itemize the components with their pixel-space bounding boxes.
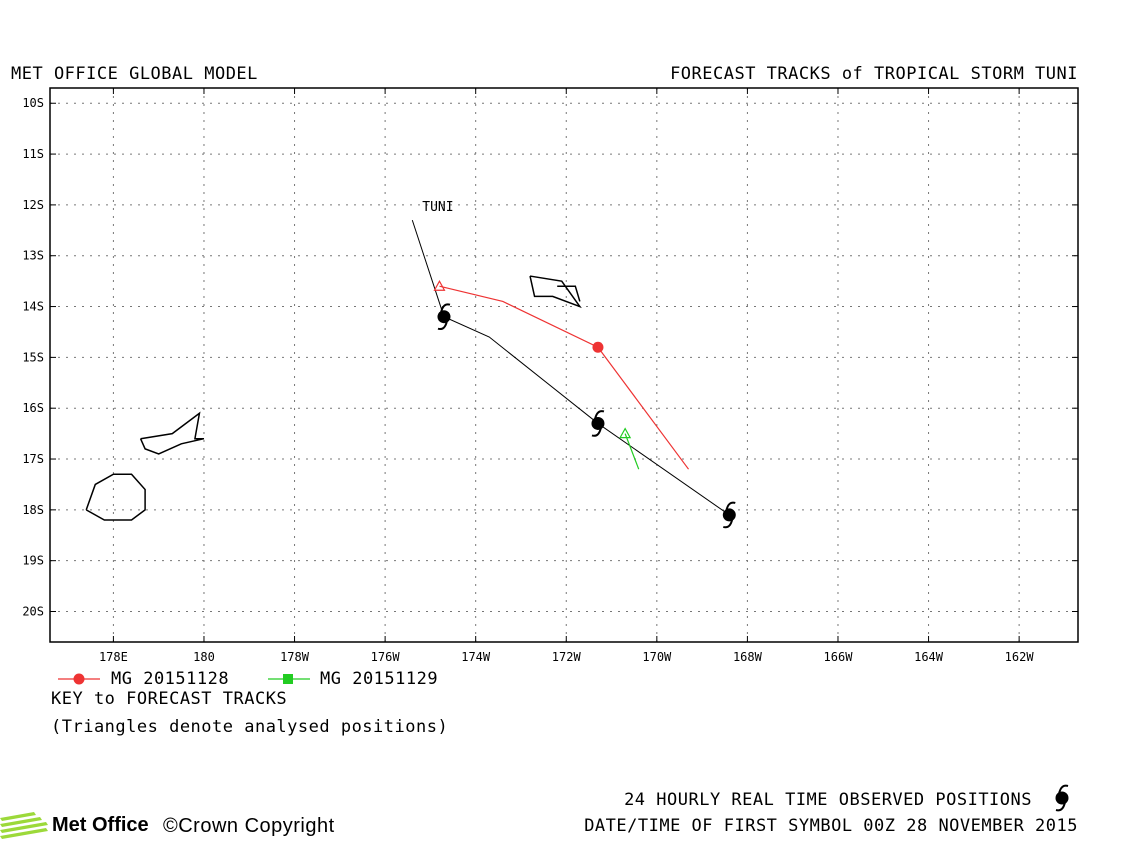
- lon-tick-label: 178W: [280, 650, 310, 664]
- cyclone-arm: [593, 410, 605, 420]
- copyright-notice: ©Crown Copyright: [163, 815, 335, 837]
- lon-tick-label: 178E: [99, 650, 128, 664]
- first-symbol-datetime: DATE/TIME OF FIRST SYMBOL 00Z 28 NOVEMBE…: [584, 816, 1078, 836]
- lat-tick-label: 18S: [22, 503, 44, 517]
- grid-lines: [50, 88, 1078, 642]
- cyclone-arm: [723, 518, 734, 529]
- lon-tick-label: 162W: [1005, 650, 1035, 664]
- lat-tick-label: 19S: [22, 554, 44, 568]
- forecast-track-line-0: [439, 285, 690, 470]
- observed-position-icon: [722, 501, 736, 529]
- cyclone-core: [1055, 791, 1069, 805]
- lat-tick-label: 11S: [22, 147, 44, 161]
- lat-tick-label: 14S: [22, 300, 44, 314]
- cyclone-arm: [437, 320, 448, 331]
- cyclone-core: [437, 310, 451, 324]
- observed-track-line: [411, 219, 730, 516]
- lat-tick-label: 15S: [22, 350, 44, 364]
- lat-tick-label: 20S: [22, 605, 44, 619]
- cyclone-arm: [591, 427, 602, 437]
- forecast-marker: [592, 341, 604, 353]
- cyclone-core: [722, 508, 736, 522]
- lon-tick-label: 180: [193, 650, 215, 664]
- footer-icons: [1055, 784, 1069, 812]
- observed-symbol-key-icon: [1055, 784, 1069, 812]
- lat-tick-label: 10S: [22, 96, 44, 110]
- legend-samples: [58, 673, 310, 685]
- legend-title: KEY to FORECAST TRACKS: [51, 689, 288, 709]
- analysed-position-triangle: [433, 279, 446, 291]
- met-office-logo-icon: [0, 812, 48, 839]
- lon-tick-label: 168W: [733, 650, 763, 664]
- chart-title: FORECAST TRACKS of TROPICAL STORM TUNI: [670, 64, 1078, 84]
- island-outline: [557, 285, 581, 302]
- islands: [85, 275, 582, 521]
- storm-name-label: TUNI: [422, 200, 453, 215]
- lon-tick-label: 172W: [552, 650, 582, 664]
- observed-position-icon: [591, 410, 605, 437]
- map-frame: [49, 87, 1079, 643]
- met-office-logo-text: Met Office: [52, 814, 149, 836]
- cyclone-arm: [725, 501, 736, 512]
- lat-tick-label: 13S: [22, 249, 44, 263]
- forecast-track-line-1: [624, 433, 640, 470]
- cyclone-arm: [440, 303, 451, 313]
- island-outline: [85, 473, 146, 521]
- model-title: MET OFFICE GLOBAL MODEL: [11, 64, 258, 84]
- axis-labels: 10S 11S 12S 13S 14S 15S 16S 17S 18S 19S 20S 178E 180…: [22, 96, 1034, 664]
- lon-tick-label: 166W: [824, 650, 854, 664]
- legend-entry-mg-20151128: MG 20151128: [111, 669, 230, 689]
- legend-marker-mg-20151129: [283, 674, 293, 684]
- island-outline: [139, 411, 205, 455]
- lon-tick-label: 176W: [371, 650, 401, 664]
- lon-tick-label: 164W: [914, 650, 944, 664]
- cyclone-arm: [1055, 801, 1066, 812]
- cyclone-arm: [1058, 784, 1069, 795]
- lat-tick-label: 17S: [22, 452, 44, 466]
- island-outline: [529, 275, 582, 309]
- legend-note: (Triangles denote analysed positions): [51, 717, 449, 737]
- analysed-position-triangle: [619, 427, 632, 439]
- lon-tick-label: 170W: [642, 650, 672, 664]
- lat-tick-label: 16S: [22, 401, 44, 415]
- observed-positions-label: 24 HOURLY REAL TIME OBSERVED POSITIONS: [624, 790, 1032, 810]
- lat-tick-label: 12S: [22, 198, 44, 212]
- legend-marker-mg-20151128: [73, 673, 85, 685]
- observed-position-icon: [437, 303, 451, 331]
- cyclone-core: [591, 416, 605, 430]
- tracks: TUNI: [411, 200, 736, 529]
- legend-entry-mg-20151129: MG 20151129: [320, 669, 439, 689]
- lon-tick-label: 174W: [461, 650, 491, 664]
